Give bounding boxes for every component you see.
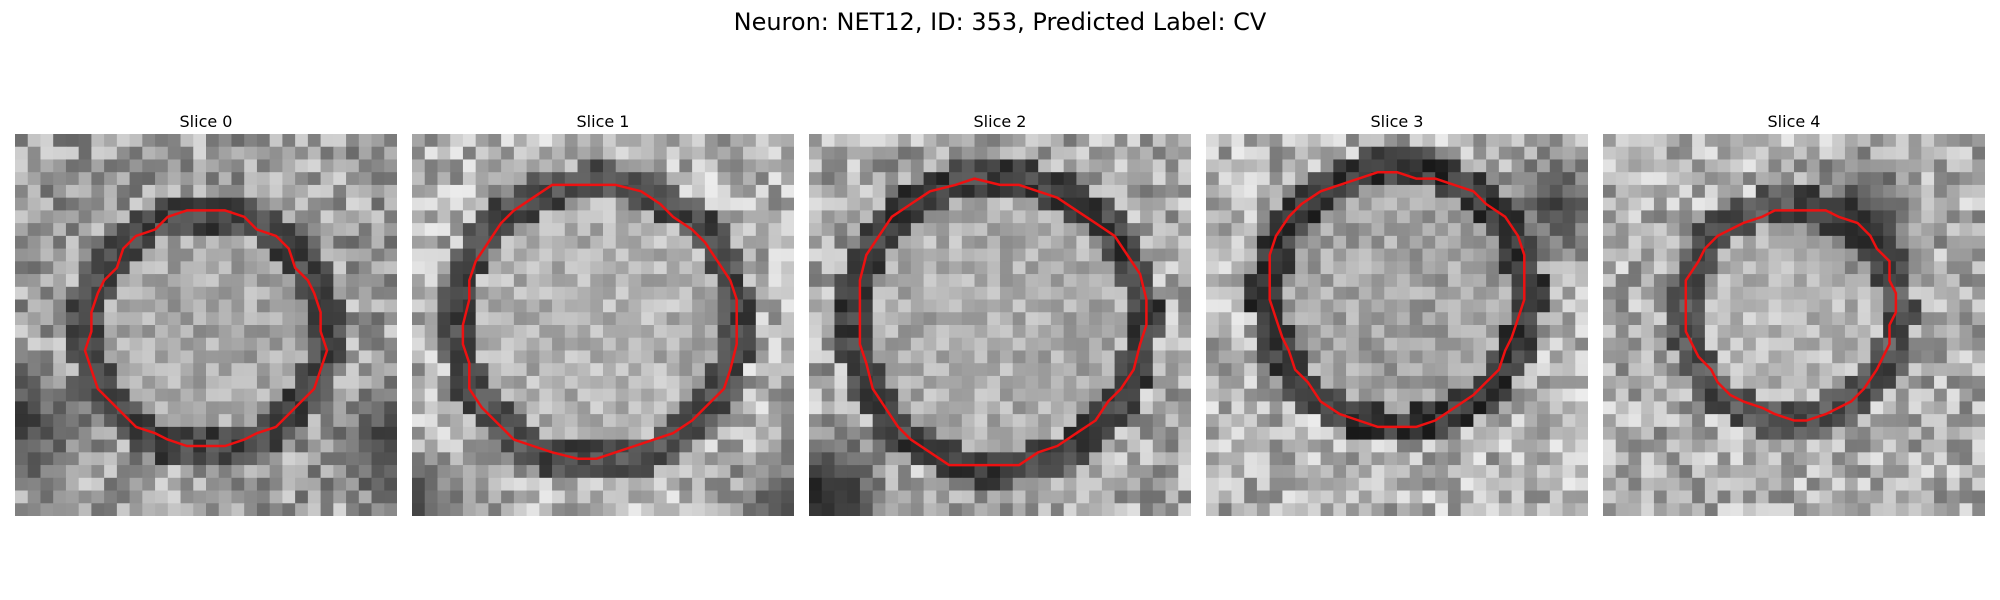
slice-pixels-2 — [809, 134, 1191, 516]
slice-image-4 — [1603, 134, 1985, 516]
slice-title-1: Slice 1 — [576, 112, 630, 131]
slice-title-2: Slice 2 — [973, 112, 1027, 131]
slice-title-0: Slice 0 — [179, 112, 233, 131]
slice-panel-0: Slice 0 — [15, 110, 397, 516]
slice-contour-4 — [1684, 209, 1898, 422]
slice-image-2 — [809, 134, 1191, 516]
slice-pixels-3 — [1206, 134, 1588, 516]
slice-pixels-1 — [412, 134, 794, 516]
slice-image-1 — [412, 134, 794, 516]
slice-title-4: Slice 4 — [1767, 112, 1821, 131]
slice-contour-2 — [858, 177, 1148, 467]
slice-panel-4: Slice 4 — [1603, 110, 1985, 516]
slice-contour-0 — [83, 209, 329, 448]
slice-pixels-0 — [15, 134, 397, 516]
slice-image-3 — [1206, 134, 1588, 516]
slice-contour-3 — [1268, 170, 1526, 429]
slice-panel-2: Slice 2 — [809, 110, 1191, 516]
figure-title: Neuron: NET12, ID: 353, Predicted Label:… — [733, 8, 1267, 36]
slice-image-0 — [15, 134, 397, 516]
slice-contour-1 — [461, 183, 738, 460]
slice-title-3: Slice 3 — [1370, 112, 1424, 131]
slice-panel-3: Slice 3 — [1206, 110, 1588, 516]
slice-panel-1: Slice 1 — [412, 110, 794, 516]
slice-pixels-4 — [1603, 134, 1985, 516]
